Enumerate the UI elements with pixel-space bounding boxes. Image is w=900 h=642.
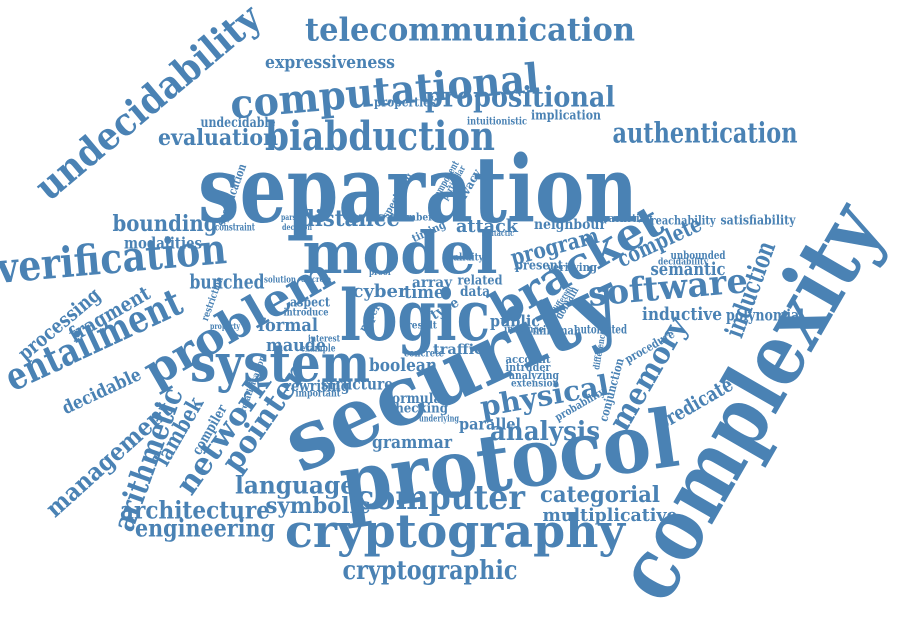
word-constraint: constraint: [215, 223, 255, 234]
word-intuitionistic: intuitionistic: [467, 117, 527, 128]
word-decision: decision: [282, 222, 312, 232]
word-number: number: [393, 213, 434, 224]
word-result: result: [407, 321, 437, 332]
word-authentication: authentication: [613, 117, 798, 150]
word-important: important: [296, 389, 341, 400]
word-modalities: modalities: [124, 234, 202, 253]
word-system: system: [190, 334, 370, 395]
word-present: present: [515, 259, 563, 274]
word-expressiveness: expressiveness: [265, 52, 395, 73]
word-related: related: [458, 274, 503, 289]
word-formal: formal: [258, 315, 318, 336]
word-unbounded: unbounded: [671, 249, 726, 262]
word-checking: checking: [388, 402, 448, 417]
word-concrete: concrete: [404, 349, 444, 360]
word-semantic: semantic: [651, 259, 726, 280]
word-evaluation: evaluation: [158, 125, 278, 151]
word-data: data: [460, 284, 490, 300]
word-cryptographic: cryptographic: [343, 556, 518, 586]
word-properties: properties: [374, 96, 436, 111]
word-cryptography: cryptography: [285, 504, 626, 558]
word-structure: structure: [321, 375, 393, 394]
word-maude: maude: [266, 335, 326, 356]
word-propositional: propositional: [425, 81, 615, 114]
word-boolean: boolean: [369, 355, 437, 376]
word-separation: separation: [198, 136, 638, 244]
word-telecommunication: telecommunication: [305, 11, 635, 49]
word-parsing: parsing: [281, 212, 307, 222]
word-introduce: introduce: [284, 308, 329, 319]
word-architecture: architecture: [120, 496, 270, 525]
word-model: model: [303, 219, 498, 287]
word-polynomial: polynomial: [726, 306, 804, 325]
word-categorial: categorial: [540, 482, 660, 508]
word-minimal: minimal: [533, 324, 578, 338]
word-grammar: grammar: [372, 432, 452, 453]
word-instance: instance: [504, 325, 544, 336]
word-extension: extension: [511, 379, 560, 390]
word-neighbour: neighbour: [534, 217, 607, 233]
word-computer: computer: [355, 478, 526, 518]
word-example: example: [301, 344, 336, 355]
word-discrete: discrete: [301, 274, 331, 284]
word-public: public: [490, 312, 540, 331]
word-analyzing: analyzing: [509, 369, 559, 382]
word-formula: formula: [387, 391, 442, 407]
word-bunched: bunched: [190, 270, 265, 294]
word-biabduction: biabduction: [265, 113, 495, 160]
word-proof: proof: [369, 267, 392, 277]
word-bounding: bounding: [113, 211, 218, 237]
word-symbolic: symbolic: [266, 493, 371, 519]
word-time: time: [404, 282, 444, 303]
word-traffic: traffic: [433, 342, 483, 358]
word-language: language: [235, 471, 355, 500]
word-intruder: intruder: [506, 361, 551, 374]
word-syntactic: syntactic: [482, 228, 514, 238]
word-aspect: aspect: [290, 296, 330, 311]
word-cyber: cyber: [353, 281, 409, 302]
word-interest: interest: [308, 335, 341, 345]
word-logic: logic: [340, 274, 490, 357]
word-multiplicative: multiplicative: [543, 505, 678, 526]
word-automated: automated: [575, 323, 627, 337]
word-inductive: inductive: [642, 304, 722, 325]
word-reachability: reachability: [651, 214, 717, 228]
word-rewriting: rewriting: [285, 377, 350, 395]
word-engineering: engineering: [135, 514, 275, 543]
word-verifying: verifying: [546, 261, 597, 274]
word-account: account: [506, 353, 552, 366]
word-attack: attack: [456, 216, 519, 237]
word-analysis: analysis: [490, 417, 600, 447]
word-satisfiability: satisfiability: [721, 214, 796, 229]
word-underlying: underlying: [419, 415, 460, 425]
word-validity: validity: [448, 253, 485, 264]
word-distance: distance: [300, 206, 400, 232]
word-undecidable: undecidable: [201, 115, 276, 131]
word-solution: solution: [264, 276, 296, 286]
word-decidability: decidability: [658, 258, 709, 268]
word-array: array: [412, 275, 453, 291]
word-implication: implication: [531, 109, 601, 124]
word-parallel: parallel: [459, 415, 521, 434]
word-bracketing: bracketing: [598, 212, 653, 225]
word-property: property: [210, 321, 240, 331]
